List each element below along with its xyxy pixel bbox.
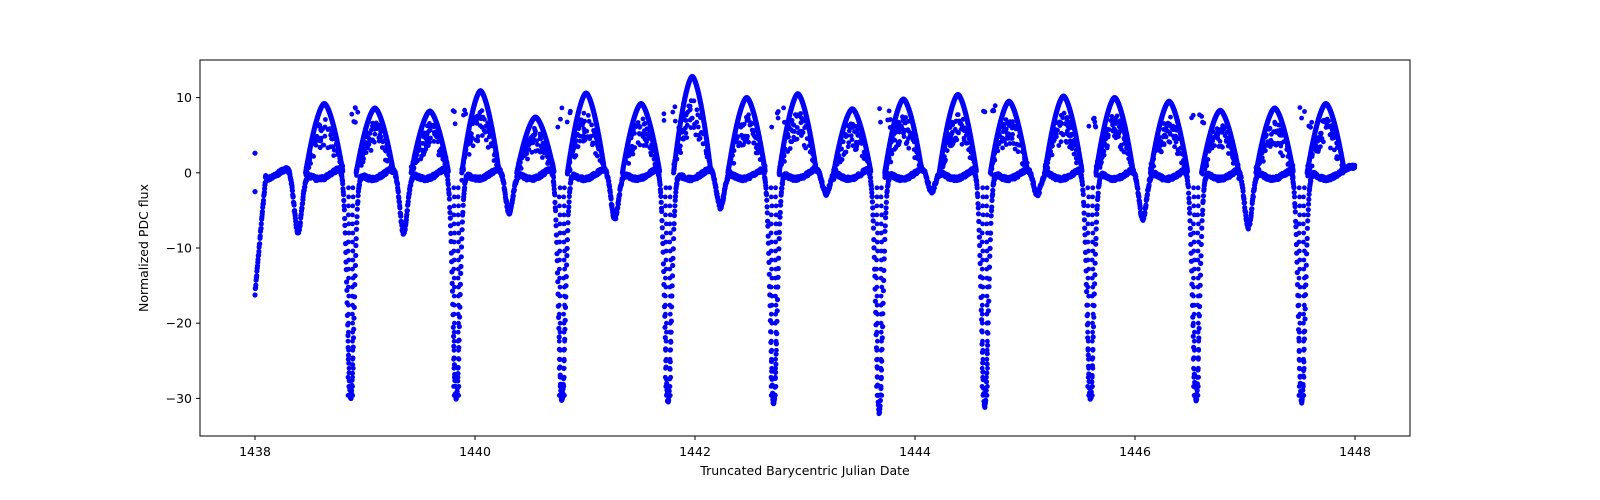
- x-tick-label: 1442: [679, 444, 711, 459]
- y-tick-label: 10: [176, 90, 192, 105]
- x-tick-label: 1440: [459, 444, 491, 459]
- x-axis-label: Truncated Barycentric Julian Date: [699, 463, 910, 478]
- y-tick-label: −30: [166, 391, 192, 406]
- data-points: [252, 73, 1358, 417]
- x-tick-label: 1446: [1119, 444, 1151, 459]
- y-axis: 10 0 −10 −20 −30: [166, 90, 200, 406]
- y-tick-label: −10: [166, 241, 192, 256]
- y-axis-label: Normalized PDC flux: [136, 184, 151, 312]
- x-tick-label: 1444: [899, 444, 931, 459]
- plot-area: [252, 73, 1358, 417]
- y-tick-label: −20: [166, 316, 192, 331]
- x-axis: 1438 1440 1442 1444 1446 1448: [239, 436, 1371, 459]
- x-tick-label: 1448: [1339, 444, 1371, 459]
- y-tick-label: 0: [184, 165, 192, 180]
- x-tick-label: 1438: [239, 444, 271, 459]
